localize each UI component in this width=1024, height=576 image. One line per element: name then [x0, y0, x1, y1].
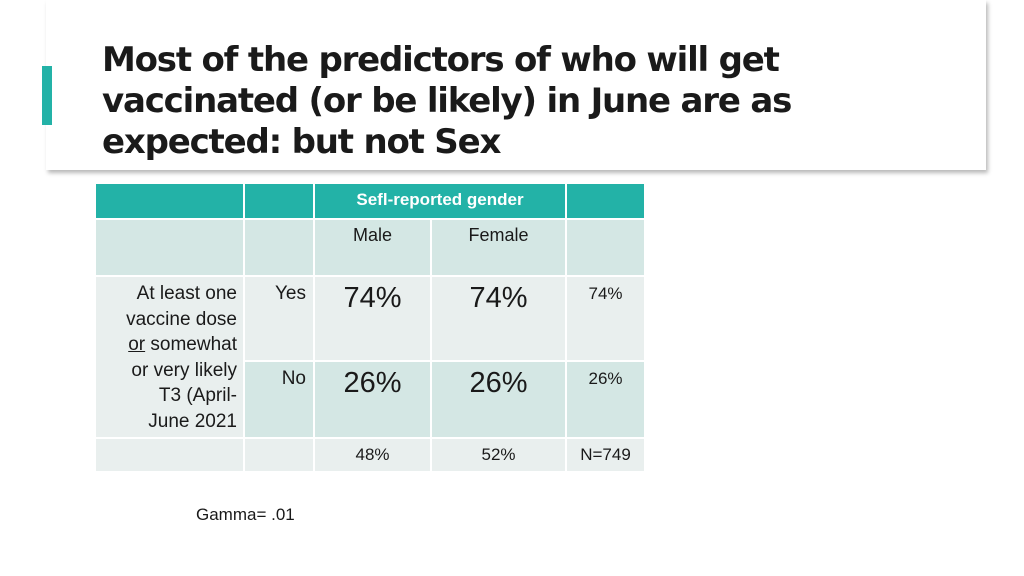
no-total-cell: 26%: [565, 360, 646, 439]
table-row-no: No 26% 26% 26%: [95, 360, 646, 439]
yes-total-cell: 74%: [565, 275, 646, 362]
gamma-note: Gamma= .01: [196, 505, 295, 524]
header-cell-empty: [565, 182, 646, 220]
no-label: No: [281, 368, 306, 389]
table-footer-row: 48% 52% N=749: [94, 437, 646, 473]
yes-male-value: 74%: [343, 282, 402, 314]
yes-label-cell: Yes: [243, 275, 315, 362]
footer-cell-empty: [94, 437, 245, 473]
yes-male-cell: 74%: [313, 275, 432, 362]
yes-total-value: 74%: [588, 284, 623, 303]
no-male-cell: 26%: [313, 360, 432, 439]
table-subheader-row: Male Female: [94, 218, 646, 277]
subheader-cell-empty: [565, 218, 646, 277]
table-row-yes: At least one vaccine dose or somewhat or…: [94, 275, 646, 439]
subheader-cell-empty: [243, 218, 315, 277]
footer-total-value: N=749: [580, 445, 631, 464]
title-card: [46, 0, 986, 170]
yes-label: Yes: [275, 283, 306, 304]
no-female-cell: 26%: [430, 360, 567, 439]
row-label-line: vaccine dose: [126, 308, 237, 330]
row-label-line: T3 (April-: [158, 385, 237, 406]
yes-female-cell: 74%: [430, 275, 567, 362]
row-label-line: June 2021: [148, 410, 237, 432]
no-female-value: 26%: [469, 367, 528, 399]
no-total-value: 26%: [588, 369, 623, 388]
footer-male-cell: 48%: [313, 437, 432, 473]
yes-female-value: 74%: [469, 282, 528, 314]
accent-bar: [42, 66, 52, 125]
row-label-line: somewhat: [145, 334, 237, 355]
row-group-label: At least one vaccine dose or somewhat or…: [96, 277, 243, 434]
subheader-cell-male: Male: [313, 218, 432, 277]
subheader-cell-female: Female: [430, 218, 567, 277]
footer-cell-empty: [243, 437, 315, 473]
male-column-label: Male: [352, 225, 392, 245]
subheader-cell-empty: [94, 218, 245, 277]
footer-female-cell: 52%: [430, 437, 567, 473]
crosstab-table: Sefl-reported gender Male Female At leas…: [94, 182, 646, 473]
no-male-value: 26%: [343, 367, 402, 399]
header-cell-empty: [94, 182, 245, 220]
row-label-cell: At least one vaccine dose or somewhat or…: [94, 275, 245, 439]
footer-male-value: 48%: [355, 445, 390, 464]
slide-title: Most of the predictors of who will get v…: [102, 40, 792, 162]
gender-header-label: Sefl-reported gender: [356, 190, 524, 209]
female-column-label: Female: [468, 225, 529, 245]
row-label-underlined: or: [128, 334, 146, 355]
row-label-line: or very likely: [131, 359, 237, 381]
footer-female-value: 52%: [481, 445, 516, 464]
row-label-line: At least one: [136, 283, 237, 304]
footer-total-cell: N=749: [565, 437, 646, 473]
header-cell-empty: [243, 182, 315, 220]
no-label-cell: No: [243, 360, 315, 439]
header-cell-gender: Sefl-reported gender: [313, 182, 567, 220]
table-header-row: Sefl-reported gender: [94, 182, 646, 220]
